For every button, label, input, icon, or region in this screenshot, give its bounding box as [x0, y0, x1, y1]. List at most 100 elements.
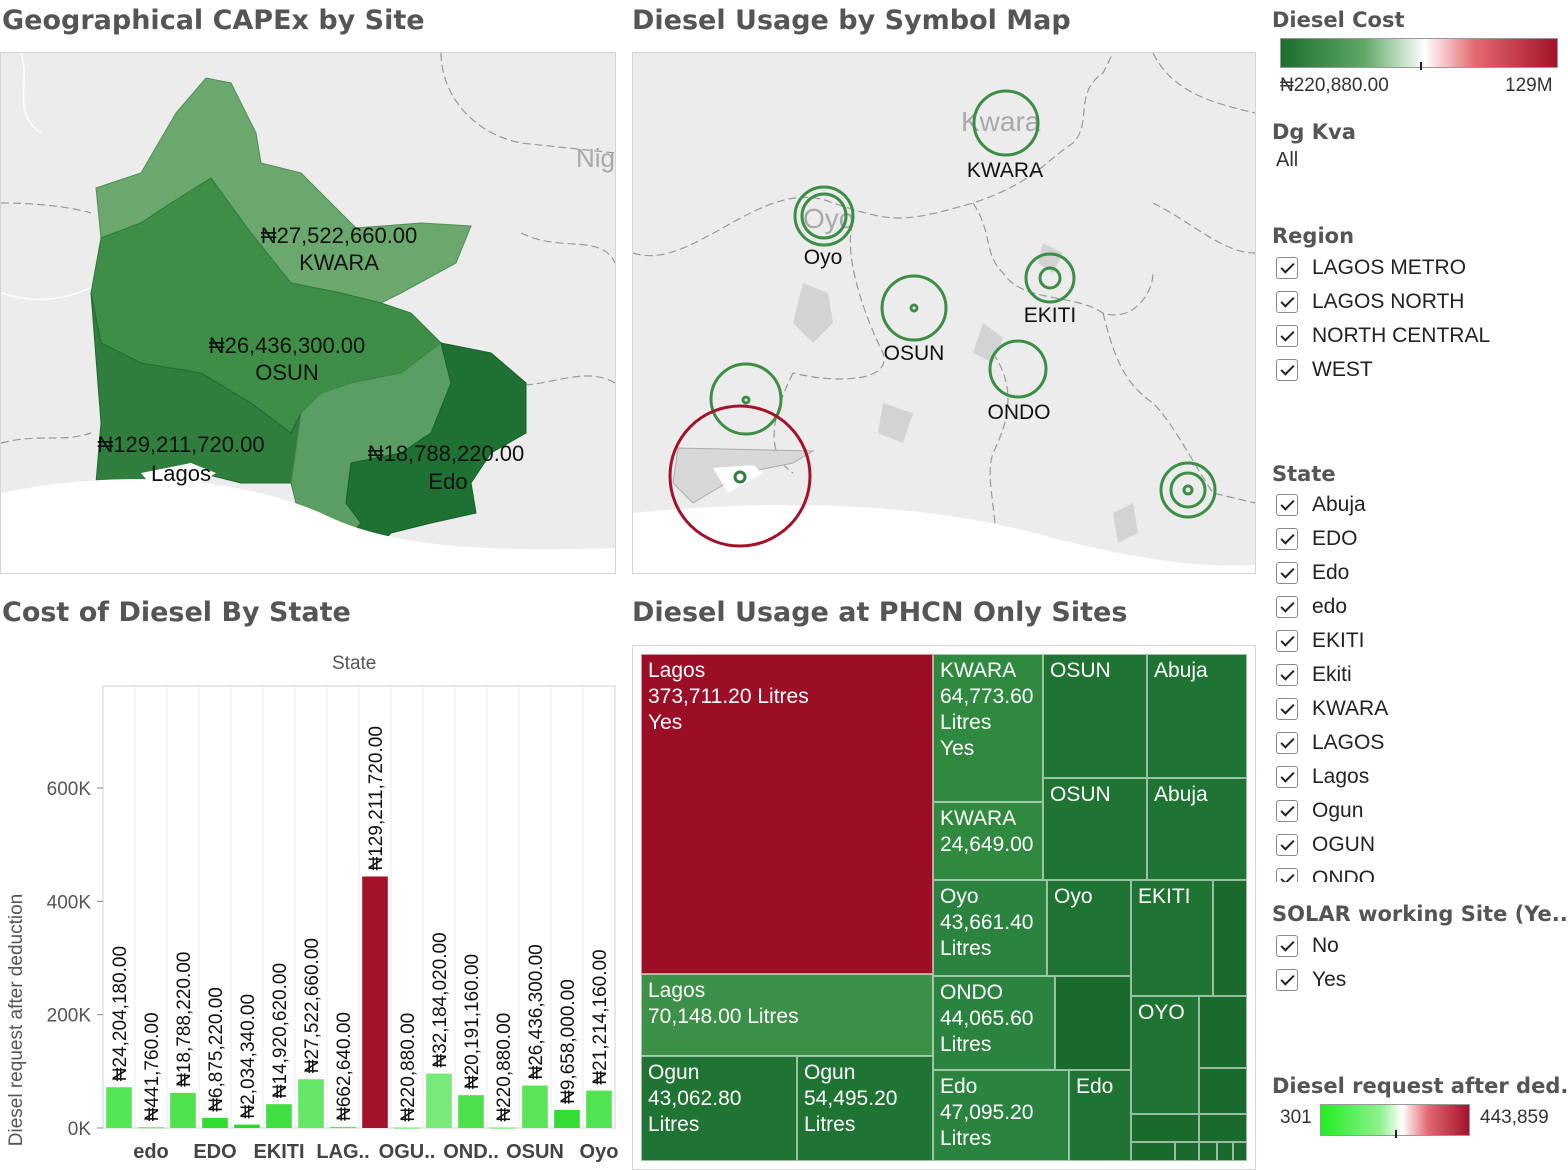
state-checkbox-6[interactable]: KWARA	[1276, 694, 1568, 724]
bar[interactable]	[330, 1126, 356, 1128]
bar[interactable]	[234, 1124, 260, 1128]
diesel-cost-gradient-marker	[1420, 62, 1422, 70]
state-checkbox-0[interactable]: Abuja	[1276, 490, 1568, 520]
state-filter-list[interactable]: Abuja EDO Edo edo EKITI Ekiti KWARA LAGOS Lagos O…	[1272, 490, 1568, 882]
treemap-cell[interactable]: KWARA 24,649.00	[933, 802, 1043, 880]
treemap-cell[interactable]	[1055, 976, 1131, 1070]
treemap-cell[interactable]	[1217, 1142, 1233, 1161]
checkbox-checked-icon[interactable]	[1276, 596, 1298, 618]
dg-kva-filter-value[interactable]: All	[1276, 149, 1299, 171]
bar[interactable]	[138, 1127, 164, 1129]
bar[interactable]	[298, 1079, 324, 1128]
state-checkbox-5[interactable]: Ekiti	[1276, 660, 1568, 690]
diesel-request-min: 301	[1280, 1107, 1312, 1128]
bar[interactable]	[554, 1109, 580, 1128]
region-checkbox-2[interactable]: NORTH CENTRAL	[1276, 321, 1568, 351]
treemap-cell[interactable]	[1199, 1068, 1247, 1114]
symbol-map-title: Diesel Usage by Symbol Map	[632, 5, 1071, 36]
bar[interactable]	[458, 1095, 484, 1128]
state-option-label: Abuja	[1312, 493, 1366, 516]
bar[interactable]	[394, 1127, 420, 1129]
state-checkbox-7[interactable]: LAGOS	[1276, 728, 1568, 758]
state-option-label: Lagos	[1312, 765, 1370, 788]
treemap-cell[interactable]: OSUN	[1043, 654, 1147, 778]
treemap-cell[interactable]: Abuja	[1147, 654, 1247, 778]
bar[interactable]	[266, 1104, 292, 1128]
state-checkbox-10[interactable]: OGUN	[1276, 830, 1568, 860]
treemap-cell[interactable]: ONDO 44,065.60 Litres	[933, 976, 1055, 1070]
state-checkbox-8[interactable]: Lagos	[1276, 762, 1568, 792]
checkbox-checked-icon[interactable]	[1276, 325, 1298, 347]
checkbox-checked-icon[interactable]	[1276, 698, 1298, 720]
treemap-cell[interactable]: OSUN	[1043, 778, 1147, 880]
capex-map[interactable]: Nig ₦27,522,660.00 KWARA ₦26,436,300.00 …	[0, 52, 616, 574]
symbol-map[interactable]: Kwara Oyo KWARA Oyo EKITI OSUN ONDO	[632, 52, 1256, 574]
phcn-treemap[interactable]: Lagos 373,711.20 Litres Yes KWARA 64,773.…	[632, 645, 1256, 1170]
state-checkbox-2[interactable]: Edo	[1276, 558, 1568, 588]
region-checkbox-3[interactable]: WEST	[1276, 355, 1568, 385]
cost-chart-title: Cost of Diesel By State	[2, 597, 351, 628]
state-checkbox-1[interactable]: EDO	[1276, 524, 1568, 554]
bar-value-label: ₦18,788,220.00	[174, 952, 195, 1087]
checkbox-checked-icon[interactable]	[1276, 257, 1298, 279]
treemap-cell[interactable]	[1175, 1142, 1199, 1161]
region-checkbox-1[interactable]: LAGOS NORTH	[1276, 287, 1568, 317]
state-checkbox-9[interactable]: Ogun	[1276, 796, 1568, 826]
bar[interactable]	[106, 1087, 132, 1128]
treemap-cell[interactable]	[1233, 1142, 1247, 1161]
checkbox-checked-icon[interactable]	[1276, 664, 1298, 686]
treemap-cell[interactable]: Ogun 54,495.20 Litres	[797, 1056, 933, 1161]
treemap-cell[interactable]: Ogun 43,062.80 Litres	[641, 1056, 797, 1161]
treemap-cell[interactable]: Edo	[1069, 1070, 1131, 1161]
solar-checkbox-0[interactable]: No	[1276, 931, 1568, 961]
bar[interactable]	[490, 1127, 516, 1129]
solar-checkbox-1[interactable]: Yes	[1276, 965, 1568, 995]
checkbox-checked-icon[interactable]	[1276, 732, 1298, 754]
treemap-cell[interactable]: Lagos 70,148.00 Litres	[641, 974, 933, 1056]
treemap-cell[interactable]: Lagos 373,711.20 Litres Yes	[641, 654, 933, 974]
state-option-label: EDO	[1312, 527, 1358, 550]
checkbox-checked-icon[interactable]	[1276, 528, 1298, 550]
treemap-cell[interactable]	[1199, 996, 1247, 1068]
bar[interactable]	[426, 1073, 452, 1128]
state-option-label: LAGOS	[1312, 731, 1385, 754]
checkbox-checked-icon[interactable]	[1276, 800, 1298, 822]
checkbox-checked-icon[interactable]	[1276, 630, 1298, 652]
checkbox-checked-icon[interactable]	[1276, 834, 1298, 856]
bar[interactable]	[202, 1117, 228, 1128]
diesel-request-legend-title: Diesel request after ded..	[1272, 1074, 1568, 1098]
checkbox-checked-icon[interactable]	[1276, 291, 1298, 313]
treemap-cell[interactable]: EKITI	[1131, 880, 1213, 996]
treemap-cell[interactable]: KWARA 64,773.60 Litres Yes	[933, 654, 1043, 802]
treemap-cell[interactable]: Abuja	[1147, 778, 1247, 880]
treemap-cell[interactable]: OYO	[1131, 996, 1199, 1114]
treemap-cell[interactable]: Edo 47,095.20 Litres	[933, 1070, 1069, 1161]
checkbox-checked-icon[interactable]	[1276, 359, 1298, 381]
state-checkbox-3[interactable]: edo	[1276, 592, 1568, 622]
diesel-request-max: 443,859	[1480, 1107, 1549, 1128]
bar[interactable]	[362, 876, 388, 1128]
symbol-label-ekiti: EKITI	[1024, 304, 1077, 327]
checkbox-checked-icon[interactable]	[1276, 766, 1298, 788]
treemap-cell[interactable]	[1199, 1142, 1217, 1161]
treemap-cell[interactable]: Oyo 43,661.40 Litres	[933, 880, 1047, 976]
treemap-cell[interactable]: Oyo	[1047, 880, 1131, 976]
checkbox-checked-icon[interactable]	[1276, 562, 1298, 584]
region-checkbox-0[interactable]: LAGOS METRO	[1276, 253, 1568, 283]
treemap-cell[interactable]	[1199, 1114, 1247, 1142]
bar[interactable]	[522, 1085, 548, 1129]
treemap-cell[interactable]	[1131, 1142, 1175, 1161]
state-checkbox-4[interactable]: EKITI	[1276, 626, 1568, 656]
treemap-cell[interactable]	[1131, 1114, 1199, 1142]
state-checkbox-11[interactable]: ONDO	[1276, 864, 1568, 882]
region-value-kwara: ₦27,522,660.00	[261, 223, 418, 248]
checkbox-checked-icon[interactable]	[1276, 494, 1298, 516]
checkbox-checked-icon[interactable]	[1276, 868, 1298, 882]
bar[interactable]	[586, 1090, 612, 1128]
x-category-label: edo	[133, 1141, 169, 1163]
treemap-cell[interactable]	[1213, 880, 1247, 996]
checkbox-checked-icon[interactable]	[1276, 969, 1298, 991]
bar[interactable]	[170, 1092, 196, 1128]
x-category-label: OND..	[443, 1141, 499, 1163]
checkbox-checked-icon[interactable]	[1276, 935, 1298, 957]
